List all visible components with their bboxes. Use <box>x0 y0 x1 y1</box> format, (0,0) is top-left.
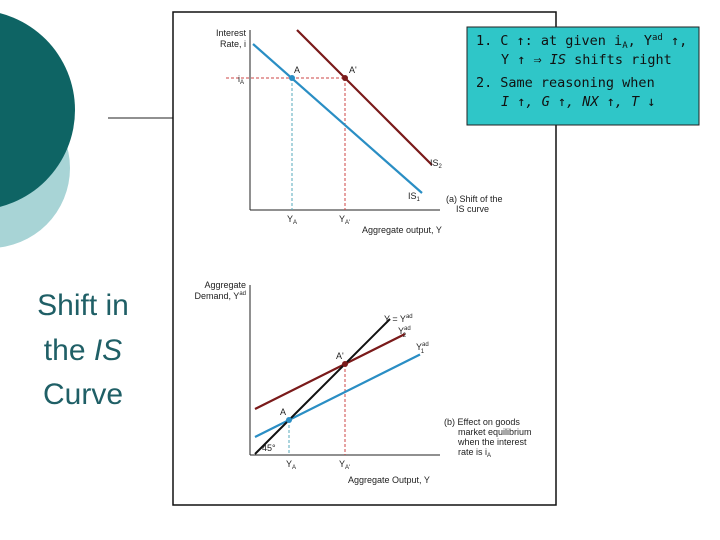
curve-label: IS2 <box>430 158 443 170</box>
axis-label: Aggregate output, Y <box>362 225 442 235</box>
caption: market equilibrium <box>458 427 532 437</box>
title-line: the IS <box>44 334 122 367</box>
decor-circle-dark <box>0 13 75 207</box>
callout-line: I ↑, G ↑, NX ↑, T ↓ <box>501 94 655 110</box>
tick-label: YA' <box>339 459 350 471</box>
caption: when the interest <box>457 437 527 447</box>
caption: (b) Effect on goods <box>444 417 520 427</box>
curve-label: IS1 <box>408 191 421 203</box>
title-line: Curve <box>43 378 123 411</box>
point-label: A' <box>349 65 357 75</box>
line-label: Y = Yad <box>384 314 413 324</box>
is2-curve <box>296 29 433 166</box>
title-line: Shift in <box>37 289 129 322</box>
yad1-line <box>254 353 421 438</box>
panel-b: Aggregate Demand, Yad Y = Yad Yad 2 Yad 1 … <box>194 280 531 485</box>
point <box>289 75 295 81</box>
axis-label: Aggregate Output, Y <box>348 475 430 485</box>
point-label: A' <box>336 351 344 361</box>
point <box>342 361 348 367</box>
line-45 <box>254 318 391 455</box>
axis-label: Rate, i <box>220 39 246 49</box>
yad2-line <box>254 333 406 410</box>
label: iA <box>238 74 244 86</box>
point <box>342 75 348 81</box>
point <box>286 417 292 423</box>
callout-box <box>466 26 700 126</box>
line-label: Yad 1 <box>416 342 429 355</box>
panel-a: Interest Rate, i iA A A' IS2 IS1 YA YA' … <box>216 28 503 235</box>
point-label: A <box>280 407 286 417</box>
callout-line: 1. C ↑: at given iA, Yad ↑, <box>476 33 687 51</box>
point-label: A <box>294 65 300 75</box>
axis-label: Demand, Yad <box>194 291 246 301</box>
angle-label: 45° <box>262 443 276 453</box>
caption: rate is iA <box>458 447 491 459</box>
is1-curve <box>252 43 423 194</box>
line-label: Yad 2 <box>398 326 411 339</box>
callout-line: 2. Same reasoning when <box>476 75 655 91</box>
tick-label: YA <box>287 214 297 226</box>
caption: (a) Shift of the <box>446 194 503 204</box>
axis-label: Interest <box>216 28 247 38</box>
callout-line: Y ↑ ⇒ IS shifts right <box>501 52 672 68</box>
caption: IS curve <box>456 204 489 214</box>
tick-label: YA <box>286 459 296 471</box>
tick-label: YA' <box>339 214 350 226</box>
axis-label: Aggregate <box>204 280 246 290</box>
